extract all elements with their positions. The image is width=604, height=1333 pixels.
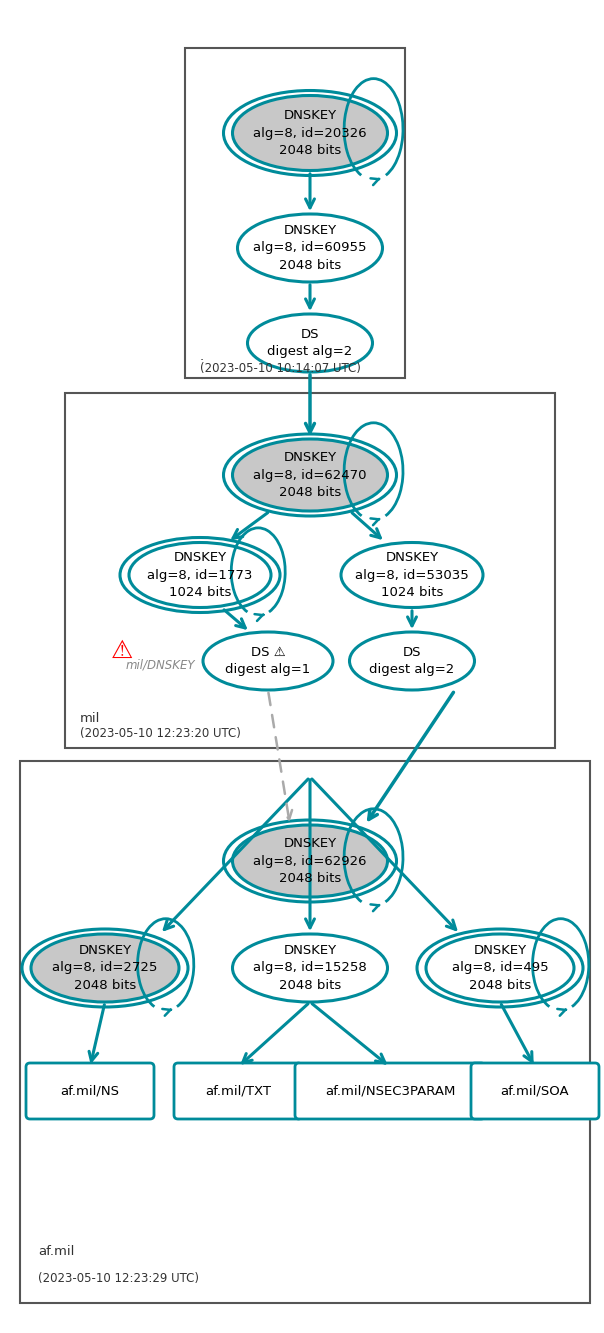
Text: ⚠: ⚠ [111, 639, 133, 663]
Text: af.mil/NS: af.mil/NS [60, 1085, 120, 1097]
Text: (2023-05-10 12:23:20 UTC): (2023-05-10 12:23:20 UTC) [80, 726, 241, 740]
Ellipse shape [350, 632, 475, 690]
Text: DNSKEY
alg=8, id=53035
1024 bits: DNSKEY alg=8, id=53035 1024 bits [355, 551, 469, 599]
FancyBboxPatch shape [65, 393, 555, 748]
FancyBboxPatch shape [20, 761, 590, 1302]
Text: mil: mil [80, 712, 100, 725]
Ellipse shape [129, 543, 271, 608]
Ellipse shape [233, 825, 388, 897]
Text: DNSKEY
alg=8, id=60955
2048 bits: DNSKEY alg=8, id=60955 2048 bits [253, 224, 367, 272]
Text: af.mil/SOA: af.mil/SOA [501, 1085, 570, 1097]
Text: .: . [200, 351, 204, 363]
Text: af.mil: af.mil [38, 1245, 74, 1258]
Text: DNSKEY
alg=8, id=62926
2048 bits: DNSKEY alg=8, id=62926 2048 bits [253, 837, 367, 885]
Text: DNSKEY
alg=8, id=1773
1024 bits: DNSKEY alg=8, id=1773 1024 bits [147, 551, 252, 599]
Text: DNSKEY
alg=8, id=495
2048 bits: DNSKEY alg=8, id=495 2048 bits [452, 944, 548, 992]
Ellipse shape [233, 96, 388, 171]
Text: af.mil/TXT: af.mil/TXT [205, 1085, 271, 1097]
Ellipse shape [341, 543, 483, 608]
Ellipse shape [248, 315, 373, 372]
Ellipse shape [233, 439, 388, 511]
Ellipse shape [237, 215, 382, 283]
Text: af.mil/NSEC3PARAM: af.mil/NSEC3PARAM [325, 1085, 455, 1097]
Text: DS ⚠
digest alg=1: DS ⚠ digest alg=1 [225, 645, 310, 676]
Ellipse shape [203, 632, 333, 690]
Text: DNSKEY
alg=8, id=62470
2048 bits: DNSKEY alg=8, id=62470 2048 bits [253, 451, 367, 499]
FancyBboxPatch shape [295, 1062, 485, 1118]
FancyBboxPatch shape [174, 1062, 302, 1118]
Ellipse shape [426, 934, 574, 1002]
Text: mil/DNSKEY: mil/DNSKEY [125, 659, 194, 672]
Text: DS
digest alg=2: DS digest alg=2 [370, 645, 455, 676]
FancyBboxPatch shape [471, 1062, 599, 1118]
Text: DNSKEY
alg=8, id=2725
2048 bits: DNSKEY alg=8, id=2725 2048 bits [53, 944, 158, 992]
Text: DNSKEY
alg=8, id=15258
2048 bits: DNSKEY alg=8, id=15258 2048 bits [253, 944, 367, 992]
Text: DNSKEY
alg=8, id=20326
2048 bits: DNSKEY alg=8, id=20326 2048 bits [253, 109, 367, 157]
Ellipse shape [31, 934, 179, 1002]
Text: (2023-05-10 12:23:29 UTC): (2023-05-10 12:23:29 UTC) [38, 1272, 199, 1285]
Text: DS
digest alg=2: DS digest alg=2 [268, 328, 353, 359]
Text: (2023-05-10 10:14:07 UTC): (2023-05-10 10:14:07 UTC) [200, 363, 361, 375]
Ellipse shape [233, 934, 388, 1002]
FancyBboxPatch shape [185, 48, 405, 379]
FancyBboxPatch shape [26, 1062, 154, 1118]
